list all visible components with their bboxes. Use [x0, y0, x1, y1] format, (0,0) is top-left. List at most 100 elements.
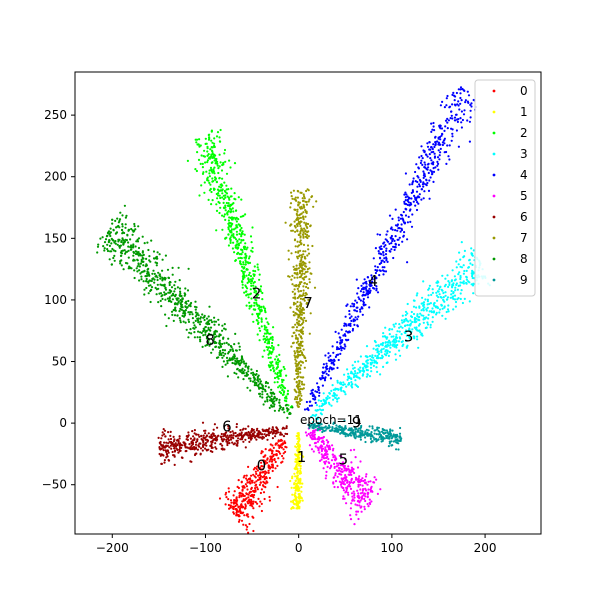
data-point [278, 401, 281, 404]
data-point [357, 315, 360, 318]
data-point [235, 238, 238, 241]
data-point [295, 329, 298, 332]
data-point [336, 366, 339, 369]
data-point [278, 360, 281, 363]
data-point [291, 326, 294, 329]
data-point [251, 246, 254, 250]
data-point [426, 168, 429, 171]
data-point [226, 362, 229, 365]
data-point [274, 460, 277, 464]
data-point [235, 425, 238, 429]
data-point [328, 370, 331, 373]
data-point [386, 361, 389, 364]
data-point [173, 438, 176, 441]
data-point [351, 302, 354, 305]
data-point [225, 491, 228, 494]
data-point [386, 352, 389, 355]
data-point [363, 492, 366, 495]
data-point [323, 426, 326, 429]
data-point [359, 460, 362, 463]
data-point [190, 444, 193, 447]
data-point [345, 502, 348, 505]
data-point [295, 498, 298, 502]
data-point [303, 408, 307, 411]
data-point [266, 461, 269, 464]
data-point [194, 308, 197, 311]
data-point [409, 201, 412, 205]
data-point [359, 290, 362, 293]
data-point [250, 305, 253, 308]
data-point [361, 313, 364, 316]
data-point [300, 258, 303, 262]
data-point [291, 274, 294, 277]
legend-label-1: 1 [520, 105, 528, 119]
data-point [205, 170, 208, 173]
data-point [196, 151, 199, 154]
data-point [446, 144, 449, 147]
data-point [296, 196, 299, 199]
data-point [235, 230, 238, 233]
data-point [358, 371, 361, 374]
data-point [354, 476, 358, 479]
series-6-points [157, 421, 289, 466]
data-point [308, 278, 311, 281]
data-point [302, 253, 305, 256]
data-point [386, 431, 389, 434]
data-point [460, 289, 463, 292]
data-point [356, 495, 359, 498]
data-point [359, 506, 362, 509]
data-point [356, 504, 359, 507]
data-point [305, 283, 309, 286]
data-point [334, 459, 337, 462]
data-point [432, 311, 435, 314]
data-point [380, 351, 383, 354]
data-point [316, 429, 319, 432]
data-point [429, 302, 432, 305]
data-point [286, 416, 289, 419]
data-point [308, 267, 311, 270]
data-point [262, 403, 265, 406]
data-point [255, 301, 258, 305]
data-point [393, 345, 396, 348]
data-point [173, 284, 176, 287]
data-point [133, 276, 136, 280]
data-point [403, 200, 406, 203]
data-point [437, 290, 440, 293]
data-point [217, 356, 220, 359]
data-point [177, 297, 180, 300]
data-point [406, 199, 409, 202]
data-point [281, 454, 284, 458]
data-point [459, 277, 462, 281]
data-point [257, 474, 260, 477]
data-point [439, 147, 442, 150]
data-point [397, 243, 400, 246]
data-point [256, 333, 259, 336]
data-point [354, 437, 357, 440]
data-point [248, 522, 251, 526]
data-point [249, 438, 252, 441]
data-point [145, 280, 148, 283]
data-point [320, 409, 323, 412]
data-point [96, 245, 100, 248]
data-point [354, 360, 357, 363]
data-point [274, 432, 277, 435]
data-point [301, 307, 304, 310]
data-point [205, 335, 208, 338]
data-point [203, 181, 206, 184]
data-point [353, 523, 356, 526]
data-point [404, 317, 407, 320]
data-point [240, 432, 243, 436]
data-point [345, 488, 348, 492]
data-point [249, 275, 253, 278]
data-point [294, 458, 297, 461]
data-point [468, 259, 471, 262]
data-point [296, 356, 299, 359]
data-point [456, 103, 459, 106]
data-point [160, 305, 163, 308]
data-point [364, 499, 367, 503]
data-point [257, 313, 260, 316]
data-point [460, 99, 463, 102]
data-point [325, 362, 328, 365]
data-point [169, 434, 172, 437]
data-point [293, 220, 296, 223]
